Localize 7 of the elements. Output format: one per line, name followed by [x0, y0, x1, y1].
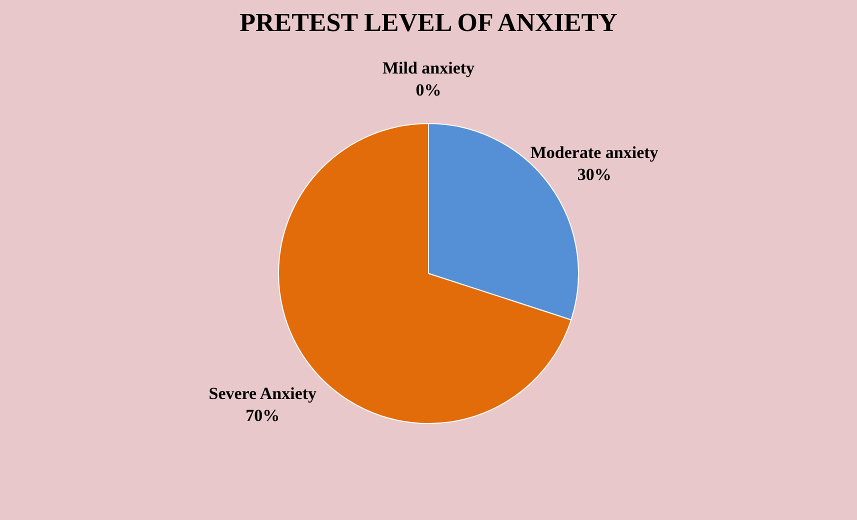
slice-label: Moderate anxiety [530, 143, 659, 162]
data-label: 30% [577, 165, 612, 184]
chart-title: PRETEST LEVEL OF ANXIETY [240, 8, 618, 37]
category-label: Mild anxiety [382, 58, 475, 78]
data-label: 70% [246, 406, 280, 425]
text: 0% [416, 80, 442, 100]
slice-label: Severe Anxiety [208, 384, 318, 403]
